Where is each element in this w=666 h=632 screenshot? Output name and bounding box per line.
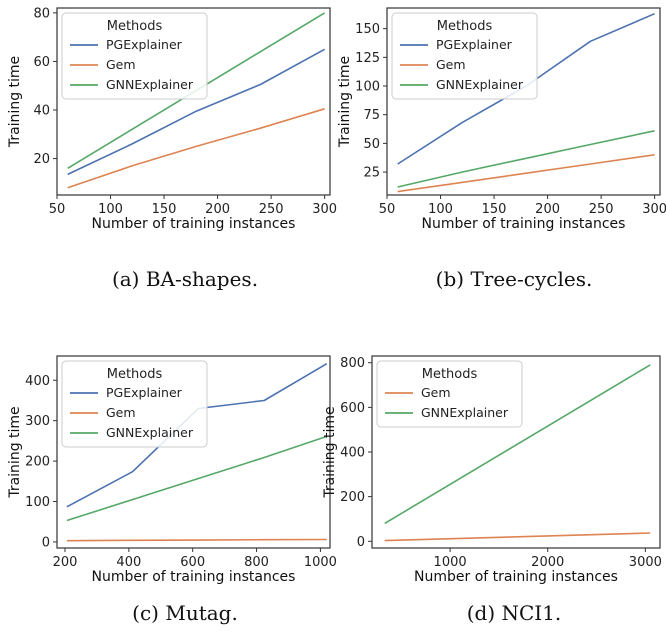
legend-label: Gem	[106, 405, 136, 420]
x-tick-label: 200	[535, 202, 560, 217]
series-line-pgexplainer	[67, 48, 325, 176]
legend-box	[61, 360, 208, 448]
x-tick-label: 100	[98, 202, 123, 217]
legend-box	[61, 12, 208, 100]
y-tick-label: 125	[355, 51, 380, 66]
y-axis-label: Training time	[7, 406, 23, 498]
legend-box	[391, 12, 538, 100]
y-tick-label: 0	[42, 535, 50, 550]
legend-label: GNNExplainer	[106, 77, 194, 92]
y-tick-label: 300	[25, 414, 50, 429]
x-tick-label: 150	[152, 202, 177, 217]
x-tick-label: 300	[642, 202, 666, 217]
x-tick-label: 50	[49, 202, 66, 217]
y-axis-label: Training time	[322, 406, 338, 498]
y-tick-label: 800	[340, 356, 365, 371]
y-tick-label: 150	[355, 22, 380, 37]
x-tick-label: 200	[205, 202, 230, 217]
legend-title: Methods	[437, 19, 493, 34]
y-tick-label: 400	[25, 374, 50, 389]
x-tick-label: 600	[180, 555, 205, 570]
y-tick-label: 40	[33, 104, 50, 119]
x-tick-label: 300	[312, 202, 337, 217]
series-line-gem	[67, 108, 325, 189]
y-tick-label: 0	[357, 535, 365, 550]
chart-panel-0: 50 100 150 200 250 300 20 40 60 80 Number of train…	[7, 6, 337, 291]
y-axis-label: Training time	[337, 56, 353, 148]
figure-caption: (c) Mutag.	[132, 601, 238, 625]
legend-label: GNNExplainer	[436, 77, 524, 92]
y-tick-label: 400	[340, 446, 365, 461]
y-tick-label: 25	[363, 166, 380, 181]
x-tick-label: 3000	[629, 555, 662, 570]
x-tick-label: 1000	[434, 555, 467, 570]
legend-label: Gem	[106, 57, 136, 72]
x-tick-label: 800	[244, 555, 269, 570]
y-tick-label: 200	[25, 455, 50, 470]
y-tick-label: 100	[355, 80, 380, 95]
legend-label: PGExplainer	[106, 37, 183, 52]
y-axis-label: Training time	[7, 56, 23, 148]
legend-label: PGExplainer	[436, 37, 513, 52]
y-tick-label: 200	[340, 490, 365, 505]
y-tick-label: 50	[363, 137, 380, 152]
legend-label: PGExplainer	[106, 385, 183, 400]
y-tick-label: 600	[340, 401, 365, 416]
x-axis-label: Number of training instances	[422, 216, 626, 232]
series-line-gem	[384, 532, 651, 542]
chart-panel-3: 1000 2000 3000 0 200 400 600 800 Number of train…	[322, 355, 662, 625]
legend-title: Methods	[422, 367, 478, 382]
x-tick-label: 50	[379, 202, 396, 217]
x-tick-label: 100	[428, 202, 453, 217]
legend-label: Gem	[421, 385, 451, 400]
x-tick-label: 150	[482, 202, 507, 217]
x-tick-label: 250	[589, 202, 614, 217]
x-tick-label: 2000	[531, 555, 564, 570]
series-line-gnnexplainer	[66, 435, 328, 522]
legend-label: Gem	[436, 57, 466, 72]
series-line-gnnexplainer	[397, 130, 655, 188]
figure-caption: (d) NCI1.	[467, 601, 562, 625]
y-tick-label: 100	[25, 495, 50, 510]
figure-caption: (a) BA-shapes.	[112, 267, 258, 291]
x-tick-label: 200	[53, 555, 78, 570]
series-line-gem	[397, 154, 655, 193]
series-line-gem	[66, 538, 327, 542]
x-axis-label: Number of training instances	[414, 569, 618, 585]
legend-label: GNNExplainer	[106, 425, 194, 440]
legend-label: GNNExplainer	[421, 405, 509, 420]
y-tick-label: 80	[33, 6, 50, 21]
y-tick-label: 75	[363, 108, 380, 123]
x-tick-label: 250	[259, 202, 284, 217]
x-axis-label: Number of training instances	[92, 216, 296, 232]
legend-title: Methods	[107, 367, 163, 382]
figure-caption: (b) Tree-cycles.	[436, 267, 593, 291]
x-tick-label: 1000	[304, 555, 337, 570]
legend-title: Methods	[107, 19, 163, 34]
legend-box	[376, 360, 523, 428]
x-axis-label: Number of training instances	[92, 569, 296, 585]
y-tick-label: 20	[33, 152, 50, 167]
series-line-gnnexplainer	[384, 364, 651, 525]
y-tick-label: 60	[33, 55, 50, 70]
x-tick-label: 400	[116, 555, 141, 570]
